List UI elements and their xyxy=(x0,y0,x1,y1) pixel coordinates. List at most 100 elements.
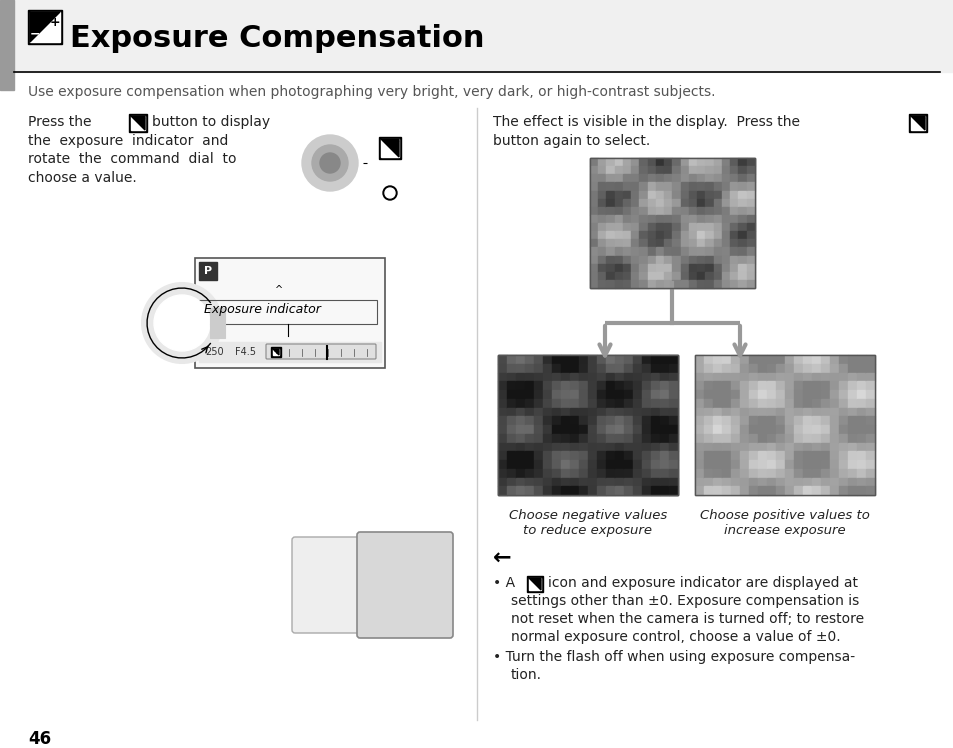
Bar xyxy=(663,158,672,166)
Circle shape xyxy=(312,145,348,181)
Bar xyxy=(713,206,721,215)
Bar xyxy=(740,477,748,486)
Bar xyxy=(811,451,821,460)
Bar xyxy=(506,408,516,416)
Bar xyxy=(793,434,802,443)
Bar xyxy=(775,373,784,381)
Bar xyxy=(641,399,650,408)
Bar xyxy=(589,174,598,183)
Bar xyxy=(856,373,865,381)
Bar xyxy=(506,443,516,451)
Bar xyxy=(766,399,775,408)
Bar xyxy=(542,416,552,425)
Bar xyxy=(672,256,680,263)
Bar xyxy=(865,381,874,390)
Bar xyxy=(697,158,705,166)
Bar xyxy=(516,408,524,416)
Bar xyxy=(622,248,631,256)
Bar xyxy=(738,280,746,288)
Text: P: P xyxy=(204,266,212,276)
Bar xyxy=(663,215,672,223)
Bar xyxy=(740,390,748,399)
Bar xyxy=(811,416,821,425)
Bar xyxy=(598,256,606,263)
Bar xyxy=(688,206,697,215)
Bar xyxy=(712,425,721,434)
Bar xyxy=(856,425,865,434)
Bar xyxy=(569,390,578,399)
Bar xyxy=(605,381,615,390)
Bar xyxy=(738,263,746,272)
Bar xyxy=(656,166,663,174)
Bar xyxy=(569,408,578,416)
Bar xyxy=(784,416,793,425)
Bar xyxy=(615,416,623,425)
Bar xyxy=(721,231,729,239)
Bar xyxy=(730,373,740,381)
Polygon shape xyxy=(273,349,278,355)
Bar xyxy=(623,486,633,495)
Bar xyxy=(697,174,705,183)
Bar xyxy=(703,355,712,364)
Bar xyxy=(856,469,865,477)
Bar xyxy=(712,416,721,425)
Bar xyxy=(639,280,647,288)
Bar xyxy=(614,174,622,183)
Bar xyxy=(641,486,650,495)
Bar xyxy=(622,183,631,191)
Bar xyxy=(729,158,738,166)
Bar xyxy=(758,425,766,434)
Bar xyxy=(606,206,614,215)
Bar xyxy=(641,425,650,434)
Bar xyxy=(821,469,829,477)
Bar xyxy=(821,355,829,364)
Bar xyxy=(597,443,605,451)
Bar xyxy=(524,425,534,434)
Bar xyxy=(713,248,721,256)
Bar xyxy=(793,425,802,434)
Bar xyxy=(721,239,729,248)
Bar xyxy=(380,139,398,157)
Text: +: + xyxy=(535,578,540,584)
Bar xyxy=(746,199,754,206)
Bar xyxy=(641,381,650,390)
Bar xyxy=(534,486,542,495)
Bar xyxy=(631,166,639,174)
Bar xyxy=(605,469,615,477)
Bar xyxy=(210,308,225,338)
Bar xyxy=(542,364,552,373)
Bar xyxy=(605,416,615,425)
Bar xyxy=(721,223,729,231)
Bar xyxy=(497,364,506,373)
Bar xyxy=(721,443,730,451)
Bar xyxy=(865,486,874,495)
Bar xyxy=(740,364,748,373)
Bar xyxy=(560,364,569,373)
Bar xyxy=(199,300,376,324)
Bar xyxy=(721,355,730,364)
Bar xyxy=(811,373,821,381)
Bar xyxy=(668,486,678,495)
Bar xyxy=(712,434,721,443)
Bar xyxy=(838,434,847,443)
Circle shape xyxy=(382,186,396,200)
Circle shape xyxy=(319,153,339,173)
Bar xyxy=(746,166,754,174)
Bar xyxy=(802,390,811,399)
Bar xyxy=(672,231,680,239)
Bar xyxy=(729,231,738,239)
Bar xyxy=(766,443,775,451)
Bar xyxy=(631,248,639,256)
Bar xyxy=(703,425,712,434)
Bar xyxy=(569,364,578,373)
Bar xyxy=(516,451,524,460)
Bar xyxy=(802,355,811,364)
Bar xyxy=(695,364,703,373)
Bar xyxy=(30,12,60,42)
Bar xyxy=(847,460,856,469)
Bar xyxy=(729,206,738,215)
Bar xyxy=(668,408,678,416)
Bar xyxy=(622,223,631,231)
Bar xyxy=(659,416,668,425)
Bar xyxy=(598,158,606,166)
